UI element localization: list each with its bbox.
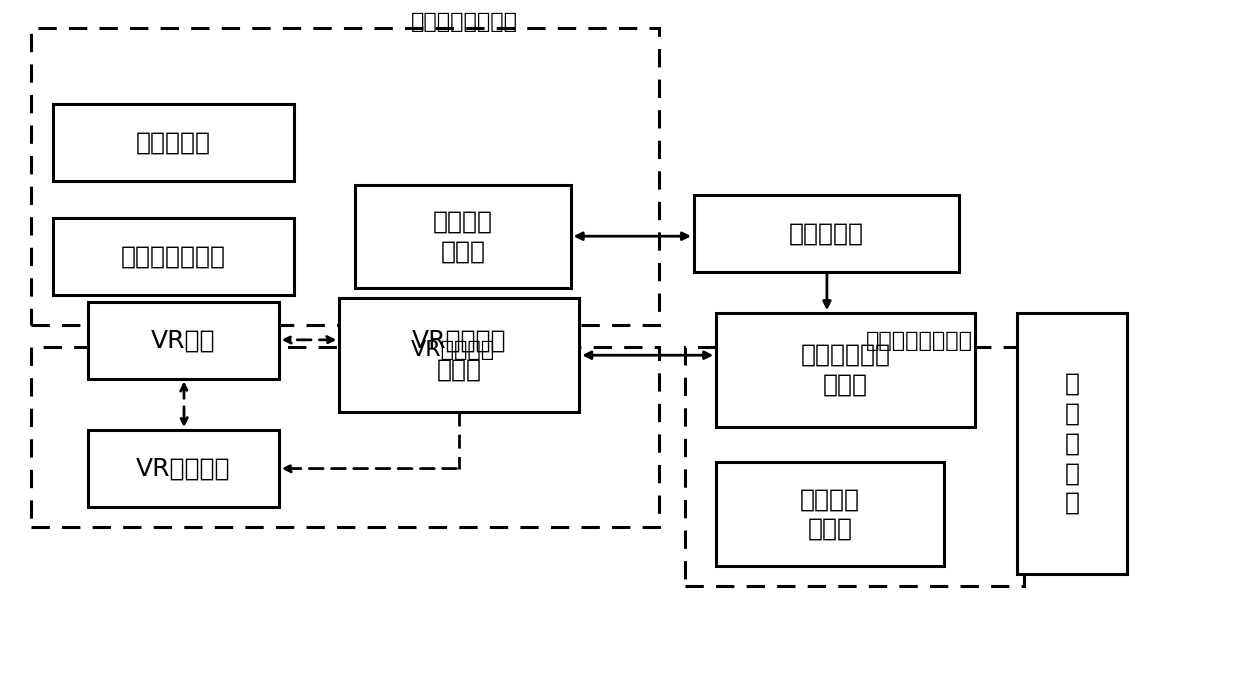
Text: VR沙盘系统: VR沙盘系统 xyxy=(410,340,495,360)
Text: 沙盘心理分析系统: 沙盘心理分析系统 xyxy=(867,330,973,351)
Text: 个人信息库: 个人信息库 xyxy=(136,131,211,155)
Bar xyxy=(53,104,294,181)
Bar xyxy=(88,302,279,378)
Bar xyxy=(1017,313,1127,574)
Bar xyxy=(88,430,279,507)
Text: 综合心理评估系统: 综合心理评估系统 xyxy=(410,12,517,32)
Text: 心理评估
处理器: 心理评估 处理器 xyxy=(433,210,494,263)
Text: VR操作手柄: VR操作手柄 xyxy=(136,456,231,481)
Text: 意
向
学
习
器: 意 向 学 习 器 xyxy=(1064,372,1080,515)
Bar xyxy=(715,462,944,566)
Text: VR眼镜: VR眼镜 xyxy=(151,328,216,352)
Text: 心理评估数据库: 心理评估数据库 xyxy=(122,244,226,269)
Text: 沙具意向
心理库: 沙具意向 心理库 xyxy=(800,487,861,541)
Text: VR场景运算
处理器: VR场景运算 处理器 xyxy=(412,328,506,382)
Text: 中心服务器: 中心服务器 xyxy=(789,221,864,245)
Bar xyxy=(686,347,1024,586)
Bar xyxy=(694,195,959,271)
Bar xyxy=(31,28,660,325)
Text: 沙盘心理分析
处理器: 沙盘心理分析 处理器 xyxy=(800,343,890,397)
Bar xyxy=(340,299,579,412)
Bar xyxy=(355,185,570,288)
Bar xyxy=(53,218,294,295)
Bar xyxy=(31,347,660,527)
Bar xyxy=(715,313,975,427)
